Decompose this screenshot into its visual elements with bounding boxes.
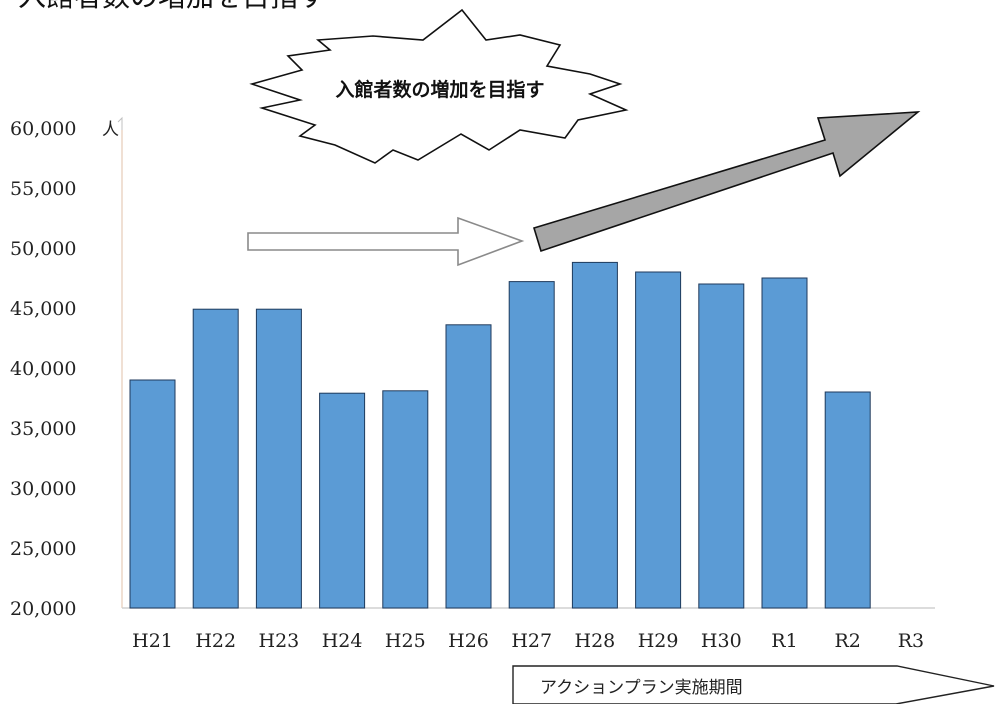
y-tick-label: 45,000 (10, 298, 76, 320)
category-label: H21 (132, 630, 173, 652)
y-tick-label: 25,000 (10, 538, 76, 560)
cut-title: 入館者数の増加を目指す (18, 0, 326, 13)
starburst-callout (249, 8, 629, 164)
bar-h30 (698, 283, 745, 609)
gray-arrow (533, 111, 921, 253)
y-tick-label: 30,000 (10, 478, 76, 500)
bar-r2 (824, 391, 871, 609)
category-label: H28 (575, 630, 616, 652)
category-label: R1 (771, 630, 797, 652)
bar-h26 (445, 324, 492, 609)
hollow-arrow (247, 216, 525, 267)
y-tick-label: 20,000 (10, 598, 76, 620)
category-label: H23 (259, 630, 300, 652)
category-label: H30 (701, 630, 742, 652)
y-tick-label: 35,000 (10, 418, 76, 440)
y-tick-labels: 20,000 25,000 30,000 35,000 40,000 45,000 50,0… (10, 118, 76, 620)
bar-h22 (192, 308, 239, 609)
bar-h23 (255, 308, 302, 609)
category-label: H25 (385, 630, 426, 652)
bar-h21 (129, 379, 176, 609)
period-label: アクションプラン実施期間 (540, 678, 743, 698)
y-axis-top-hook (117, 116, 123, 130)
period-arrow-box (512, 665, 995, 704)
category-labels: H21 H22 H23 H24 H25 H26 H27 H28 H29 H30 R1 R2 R3 (132, 630, 924, 652)
category-label: R3 (898, 630, 924, 652)
category-label: H26 (448, 630, 489, 652)
bar-h24 (319, 392, 366, 609)
category-label: H27 (511, 630, 552, 652)
y-unit-label: 人 (102, 120, 119, 140)
bar-h29 (635, 271, 682, 609)
y-tick-label: 40,000 (10, 358, 76, 380)
category-label: H22 (195, 630, 236, 652)
bar-h25 (382, 390, 429, 609)
burst-text: 入館者数の増加を目指す (335, 78, 544, 101)
y-tick-label: 60,000 (10, 118, 76, 140)
bar-h27 (508, 281, 555, 609)
y-tick-label: 55,000 (10, 178, 76, 200)
category-label: H24 (322, 630, 363, 652)
category-label: H29 (638, 630, 679, 652)
category-label: R2 (834, 630, 860, 652)
y-tick-label: 50,000 (10, 238, 76, 260)
bar-r1 (761, 277, 808, 609)
bar-h28 (571, 261, 618, 609)
bars (129, 261, 871, 609)
